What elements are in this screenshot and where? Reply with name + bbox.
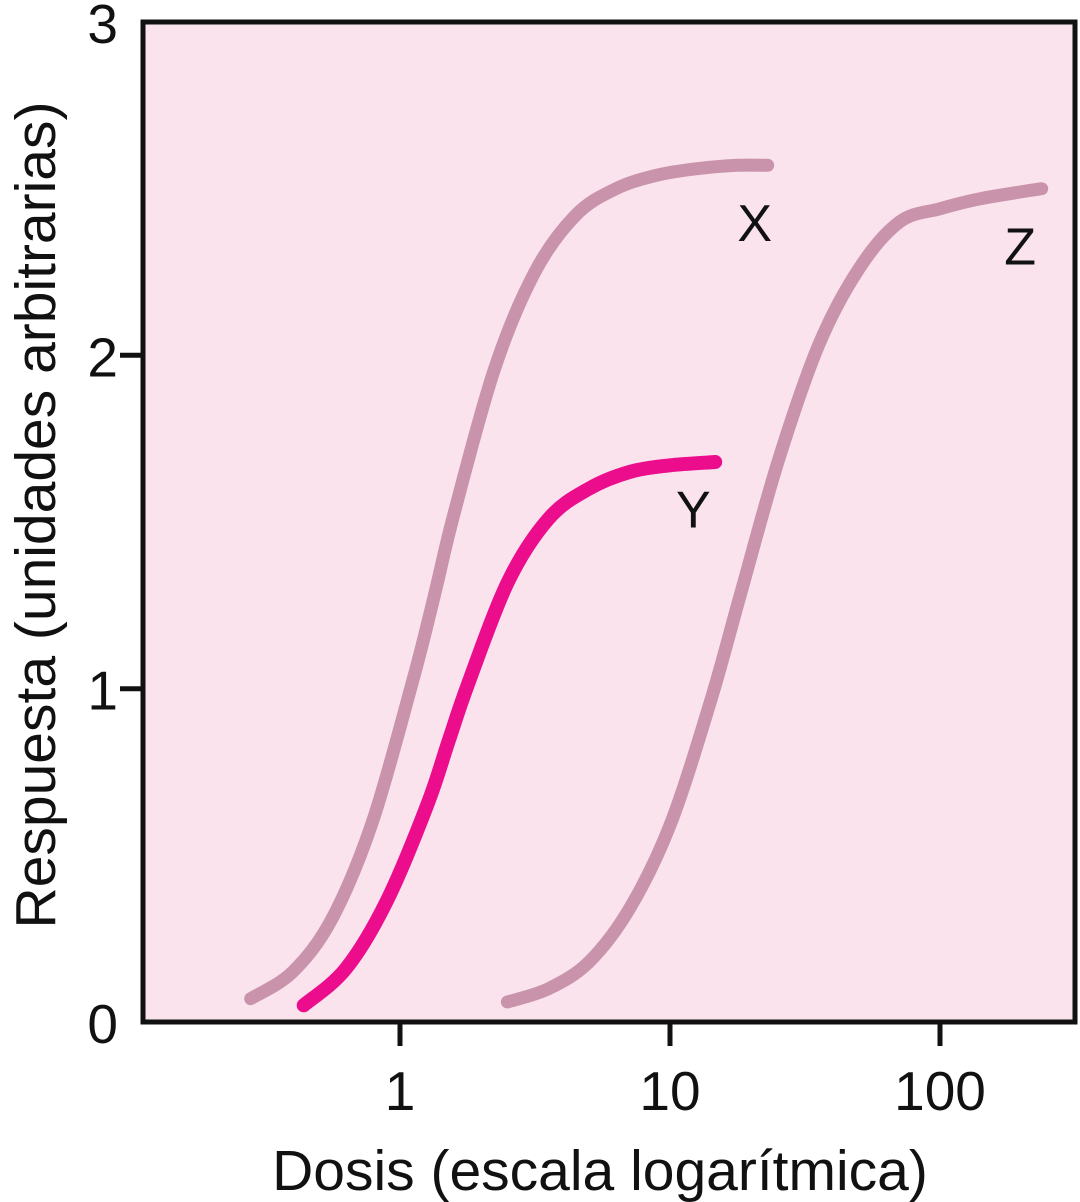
curve-label-z: Z bbox=[1004, 218, 1036, 276]
curves-group bbox=[244, 158, 1049, 1013]
x-tick-label: 10 bbox=[639, 1060, 700, 1122]
y-tick-label: 1 bbox=[87, 660, 118, 722]
dose-response-curve-y bbox=[296, 455, 723, 1013]
y-tick-label: 0 bbox=[87, 993, 118, 1055]
y-tick-label: 3 bbox=[87, 0, 118, 55]
dose-response-curve-x bbox=[244, 158, 775, 1006]
x-axis-title: Dosis (escala logarítmica) bbox=[272, 1139, 928, 1202]
y-axis-title: Respuesta (unidades arbitrarias) bbox=[4, 102, 68, 929]
curve-label-y: Y bbox=[676, 482, 711, 540]
curve-label-x: X bbox=[737, 195, 772, 253]
y-tick-label: 2 bbox=[87, 326, 118, 388]
x-tick-label: 100 bbox=[894, 1060, 986, 1122]
y-axis-ticks: 0 1 2 3 bbox=[87, 0, 141, 1055]
x-tick-label: 1 bbox=[385, 1060, 416, 1122]
plot-area bbox=[140, 19, 1078, 1025]
x-axis-ticks: 1 10 100 bbox=[385, 1024, 986, 1122]
dose-response-curve-z bbox=[500, 182, 1049, 1009]
